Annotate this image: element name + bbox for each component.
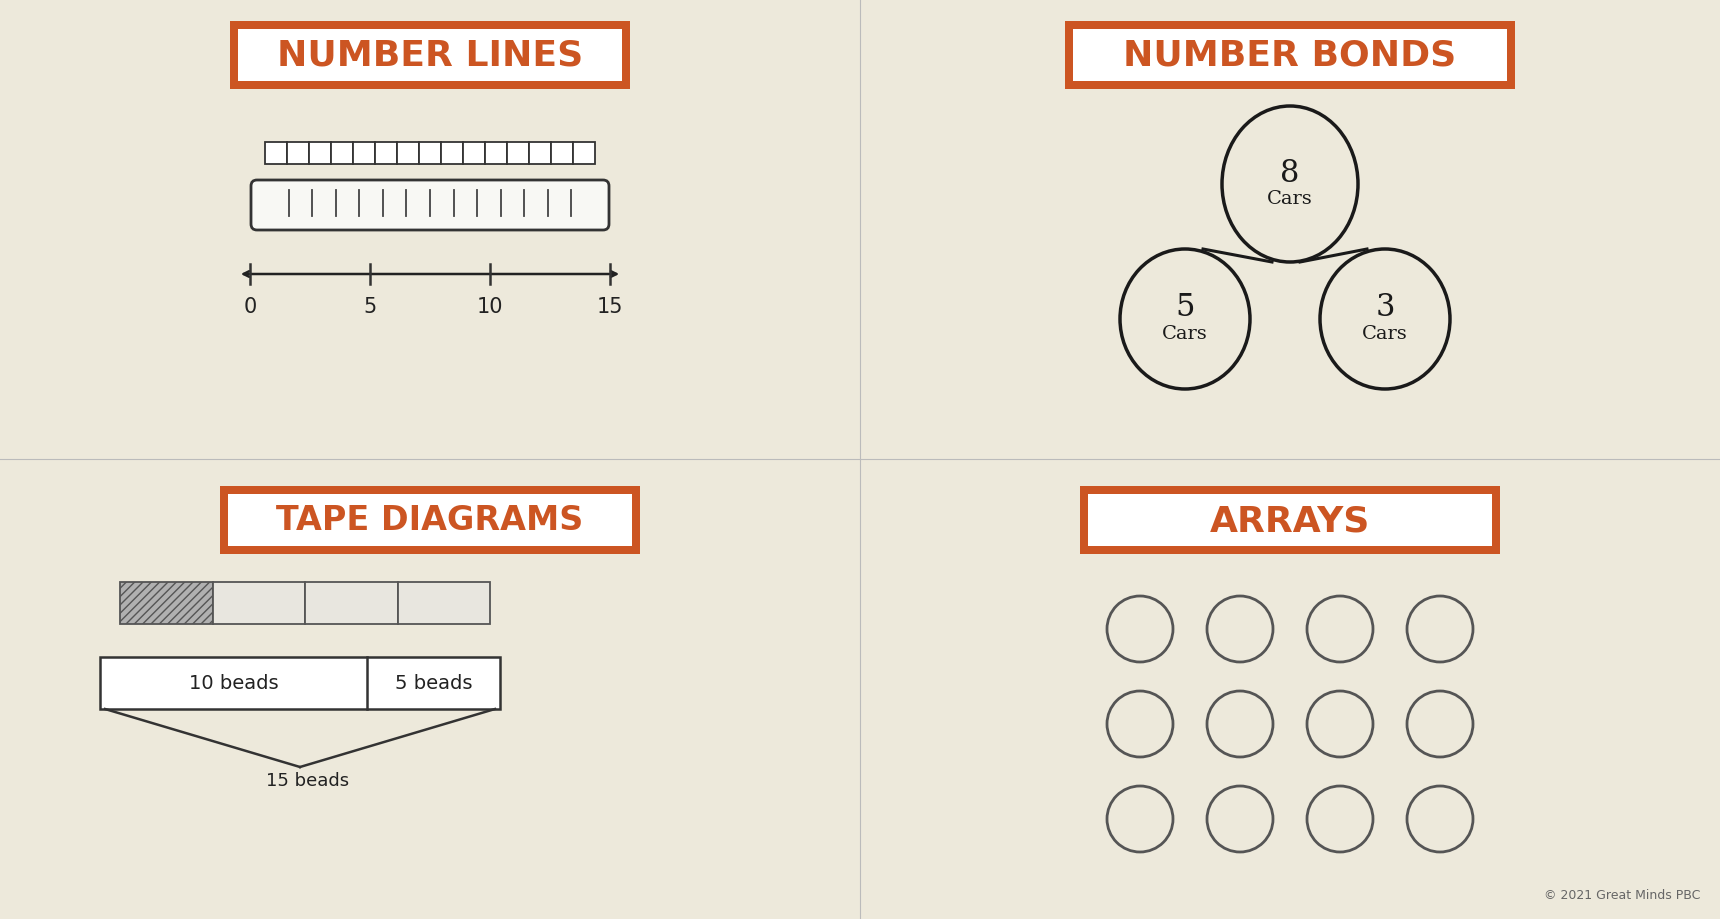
FancyBboxPatch shape <box>1073 30 1507 82</box>
Text: 15 beads: 15 beads <box>267 771 349 789</box>
Circle shape <box>1307 596 1373 663</box>
Circle shape <box>1207 596 1273 663</box>
Bar <box>310 142 330 165</box>
Text: Cars: Cars <box>1362 324 1409 343</box>
Bar <box>420 142 440 165</box>
Circle shape <box>1207 691 1273 757</box>
Bar <box>507 142 530 165</box>
Text: NUMBER LINES: NUMBER LINES <box>277 39 583 73</box>
Text: 15: 15 <box>597 297 623 317</box>
FancyBboxPatch shape <box>251 181 609 231</box>
FancyBboxPatch shape <box>1080 486 1500 554</box>
Bar <box>353 142 375 165</box>
Circle shape <box>1108 786 1173 852</box>
Circle shape <box>1108 596 1173 663</box>
Bar <box>573 142 595 165</box>
Bar <box>213 583 304 624</box>
Circle shape <box>1407 691 1472 757</box>
Bar <box>265 142 287 165</box>
FancyBboxPatch shape <box>1089 494 1491 547</box>
Text: © 2021 Great Minds PBC: © 2021 Great Minds PBC <box>1543 888 1699 901</box>
Text: TAPE DIAGRAMS: TAPE DIAGRAMS <box>277 504 583 537</box>
Circle shape <box>1108 691 1173 757</box>
FancyBboxPatch shape <box>230 22 630 90</box>
Bar <box>440 142 463 165</box>
Text: 5 beads: 5 beads <box>394 674 471 693</box>
Bar <box>287 142 310 165</box>
Bar <box>304 583 397 624</box>
Text: 5: 5 <box>1175 292 1195 323</box>
Bar <box>397 583 490 624</box>
Text: 5: 5 <box>363 297 377 317</box>
Text: NUMBER BONDS: NUMBER BONDS <box>1123 39 1457 73</box>
Circle shape <box>1407 786 1472 852</box>
Circle shape <box>1407 596 1472 663</box>
FancyBboxPatch shape <box>237 30 623 82</box>
FancyBboxPatch shape <box>229 494 631 547</box>
Bar <box>530 142 550 165</box>
Text: 3: 3 <box>1376 292 1395 323</box>
Bar <box>375 142 397 165</box>
Bar <box>397 142 420 165</box>
Circle shape <box>1307 691 1373 757</box>
Bar <box>120 583 213 624</box>
FancyBboxPatch shape <box>1065 22 1515 90</box>
Bar <box>330 142 353 165</box>
Text: 10: 10 <box>476 297 504 317</box>
Bar <box>485 142 507 165</box>
Ellipse shape <box>1319 250 1450 390</box>
FancyBboxPatch shape <box>220 486 640 554</box>
Bar <box>100 657 501 709</box>
Text: Cars: Cars <box>1163 324 1207 343</box>
Text: Cars: Cars <box>1268 190 1312 208</box>
Circle shape <box>1307 786 1373 852</box>
Ellipse shape <box>1120 250 1250 390</box>
Text: ARRAYS: ARRAYS <box>1209 504 1371 538</box>
Bar <box>463 142 485 165</box>
Circle shape <box>1207 786 1273 852</box>
Ellipse shape <box>1221 107 1359 263</box>
Text: 0: 0 <box>243 297 256 317</box>
Text: 8: 8 <box>1280 157 1300 188</box>
Text: 10 beads: 10 beads <box>189 674 279 693</box>
Bar <box>550 142 573 165</box>
